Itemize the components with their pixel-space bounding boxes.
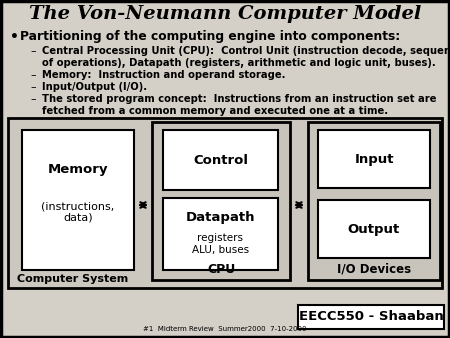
Bar (152, 122, 290, 280)
Text: Input/Output (I/O).: Input/Output (I/O). (42, 82, 147, 92)
Text: The Von-Neumann Computer Model: The Von-Neumann Computer Model (29, 5, 421, 23)
Text: registers
ALU, buses: registers ALU, buses (192, 233, 249, 255)
Text: •: • (10, 30, 19, 44)
Bar (163, 130, 278, 190)
Text: –: – (30, 94, 36, 104)
Bar (318, 130, 430, 188)
Text: Control: Control (193, 153, 248, 167)
Text: Computer System: Computer System (18, 274, 129, 284)
Text: Partitioning of the computing engine into components:: Partitioning of the computing engine int… (20, 30, 400, 43)
Bar (318, 200, 430, 258)
Bar (308, 122, 440, 280)
Text: CPU: CPU (207, 263, 235, 276)
Text: Datapath: Datapath (186, 212, 255, 224)
Text: Memory: Memory (48, 164, 108, 176)
Text: I/O Devices: I/O Devices (337, 263, 411, 276)
Text: –: – (30, 46, 36, 56)
Bar (22, 130, 134, 270)
Text: #1  Midterm Review  Summer2000  7-10-2000: #1 Midterm Review Summer2000 7-10-2000 (143, 326, 307, 332)
Text: The stored program concept:  Instructions from an instruction set are
fetched fr: The stored program concept: Instructions… (42, 94, 436, 116)
Text: Input: Input (354, 152, 394, 166)
Bar (163, 198, 278, 270)
Text: –: – (30, 82, 36, 92)
Bar (8, 118, 442, 288)
Text: Output: Output (348, 222, 400, 236)
Text: Memory:  Instruction and operand storage.: Memory: Instruction and operand storage. (42, 70, 285, 80)
Text: Central Processing Unit (CPU):  Control Unit (instruction decode, sequencing
of : Central Processing Unit (CPU): Control U… (42, 46, 450, 68)
Bar (298, 305, 444, 329)
Text: EECC550 - Shaaban: EECC550 - Shaaban (299, 311, 443, 323)
Text: (instructions,
data): (instructions, data) (41, 201, 115, 223)
Text: –: – (30, 70, 36, 80)
